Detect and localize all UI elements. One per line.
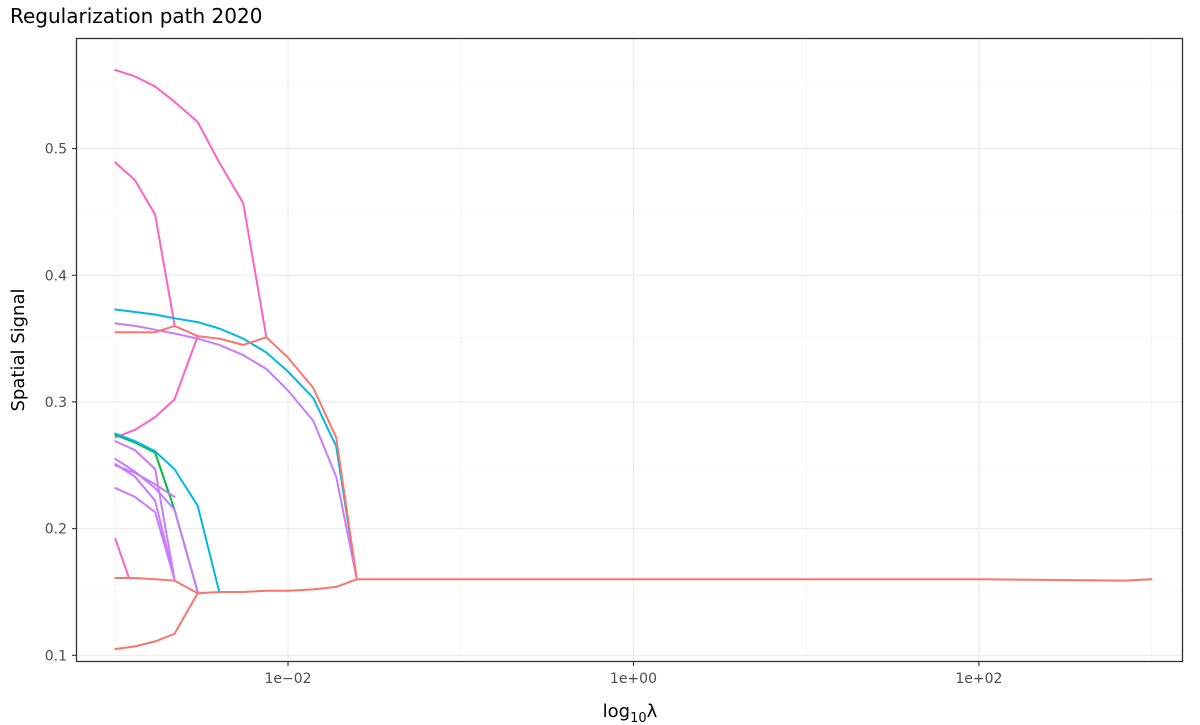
x-tick-label: 1e−02 <box>264 671 311 687</box>
x-axis: 1e−02 1e+00 1e+02 <box>264 661 1002 687</box>
x-axis-title: log10λ <box>603 701 658 725</box>
y-tick-label: 0.2 <box>45 522 67 538</box>
series-line <box>114 464 176 498</box>
y-tick-label: 0.3 <box>45 395 67 411</box>
y-axis: 0.1 0.2 0.3 0.4 0.5 <box>45 142 77 664</box>
grid <box>77 39 1182 661</box>
series-line <box>114 592 199 650</box>
plot-panel-border <box>75 37 1184 663</box>
series-line <box>114 577 1153 595</box>
chart-title: Regularization path 2020 <box>10 4 262 28</box>
series-line <box>114 161 176 326</box>
y-tick-label: 0.4 <box>45 268 67 284</box>
y-axis-title: Spatial Signal <box>8 289 29 412</box>
series-line <box>114 335 199 439</box>
series-line <box>114 69 268 339</box>
x-axis-title-text: log <box>603 701 630 722</box>
x-tick-label: 1e+02 <box>955 671 1002 687</box>
y-tick-label: 0.1 <box>45 648 67 664</box>
series-line <box>114 487 176 581</box>
series-line <box>114 324 358 581</box>
x-tick-label: 1e+00 <box>610 671 657 687</box>
series-layer <box>114 69 1153 650</box>
series-line <box>114 537 130 579</box>
x-axis-title-suffix: λ <box>647 701 658 722</box>
series-line <box>114 432 221 593</box>
series-line <box>114 457 199 593</box>
series-line <box>114 440 176 581</box>
y-tick-label: 0.5 <box>45 142 67 158</box>
series-line <box>114 463 176 581</box>
x-axis-title-subscript: 10 <box>630 711 647 725</box>
series-line <box>114 322 358 581</box>
series-line <box>114 308 358 581</box>
